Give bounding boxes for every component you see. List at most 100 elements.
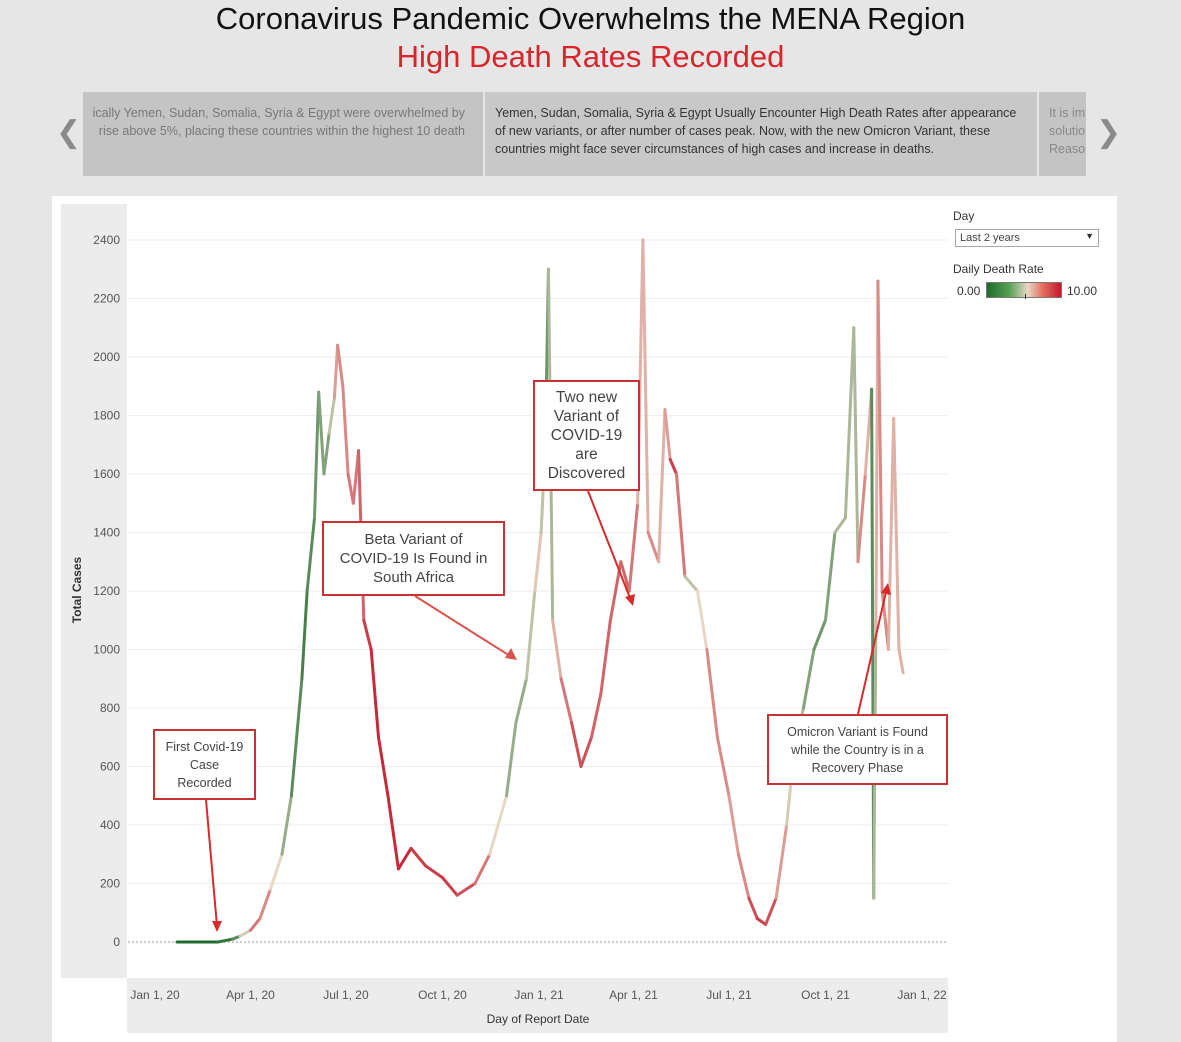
series-segment: [657, 408, 667, 564]
chevron-down-icon[interactable]: ▼: [1085, 231, 1094, 241]
annotation-arrowhead: [881, 583, 891, 595]
series-segment: [533, 531, 543, 593]
series-segment: [336, 343, 345, 388]
series-segment: [280, 794, 293, 856]
series-segment: [300, 589, 309, 681]
story-point-current-text: Yemen, Sudan, Somalia, Syria & Egypt Usu…: [495, 104, 1016, 158]
series-segment: [559, 677, 574, 725]
death-rate-min: 0.00: [957, 284, 981, 298]
series-segment: [362, 618, 373, 651]
series-segment: [317, 390, 326, 476]
series-segment: [424, 864, 444, 880]
series-segment: [504, 721, 518, 798]
series-segment: [322, 431, 331, 476]
series-segment: [514, 677, 528, 725]
x-tick-labels: Jan 1, 20 Apr 1, 20 Jul 1, 20 Oct 1, 20 Jan …: [130, 988, 947, 1002]
day-filter-label: Day: [953, 209, 975, 223]
series-segment: [599, 618, 612, 695]
x-axis-band: [127, 978, 948, 1033]
death-rate-marker: [1025, 294, 1026, 299]
story-line: rise above 5%, placing these countries w…: [98, 124, 465, 138]
series-segment: [327, 396, 336, 435]
series-segment: [341, 384, 350, 476]
story-line: It is im: [1049, 106, 1086, 120]
death-rate-color-ramp[interactable]: [986, 282, 1062, 298]
y-tick-labels: 0 200 400 600 800 1000 1200 1400 1600 1800 2000 220…: [93, 233, 120, 949]
series-segment: [774, 823, 789, 900]
story-line: solutio: [1049, 124, 1086, 138]
series-segment: [897, 648, 905, 675]
series-segment: [727, 794, 740, 856]
annotation-beta-variant: Beta Variant of COVID-19 Is Found in Sou…: [322, 521, 505, 596]
series-segment: [843, 326, 856, 520]
series-segment: [488, 794, 508, 856]
series-segment: [524, 589, 537, 681]
series-segment: [216, 937, 235, 944]
x-tick-label: Jan 1, 20: [130, 988, 180, 1002]
story-line: Reasor: [1049, 142, 1086, 156]
y-tick-label: 800: [100, 701, 120, 715]
series-segment: [369, 648, 380, 739]
x-tick-label: Apr 1, 21: [609, 988, 658, 1002]
y-tick-label: 600: [100, 760, 120, 774]
series-segment: [886, 416, 896, 651]
x-tick-label: Apr 1, 20: [226, 988, 275, 1002]
death-rate-max: 10.00: [1067, 284, 1098, 298]
series-segment: [674, 472, 687, 578]
series-segment: [852, 326, 860, 564]
story-point-next[interactable]: It is im solutio Reasor: [1039, 92, 1086, 176]
y-tick-label: 2200: [93, 292, 120, 306]
annotation-arrowhead: [625, 594, 635, 606]
annotation-omicron-variant: Omicron Variant is Found while the Count…: [767, 714, 948, 785]
x-tick-label: Jan 1, 22: [897, 988, 947, 1002]
series-segment: [755, 917, 768, 926]
annotation-arrows: [205, 490, 891, 932]
series-segment: [646, 531, 661, 564]
series-segment: [455, 882, 477, 897]
series-segment: [856, 472, 867, 564]
y-tick-label: 400: [100, 818, 120, 832]
story-prev-arrow-icon[interactable]: ❮: [56, 116, 82, 149]
series-segment: [747, 896, 759, 921]
series-segment: [570, 721, 583, 768]
y-tick-label: 0: [113, 935, 120, 949]
series-segment: [876, 279, 884, 593]
y-tick-label: 1800: [93, 409, 120, 423]
story-point-previous[interactable]: ically Yemen, Sudan, Somalia, Syria & Eg…: [83, 92, 483, 176]
series-segment: [376, 735, 390, 798]
series-segment: [312, 390, 321, 520]
annotation-arrow: [414, 595, 511, 657]
y-tick-label: 200: [100, 877, 120, 891]
annotation-arrowhead: [505, 648, 517, 660]
series-segment: [440, 876, 459, 897]
series-segment: [551, 618, 563, 681]
series-segment: [579, 735, 593, 768]
series-segment: [833, 516, 847, 534]
story-point-previous-text: ically Yemen, Sudan, Somalia, Syria & Eg…: [93, 104, 465, 140]
series-segment: [268, 852, 284, 891]
series-segment: [736, 852, 751, 900]
day-filter-select[interactable]: Last 2 years ▼: [955, 229, 1099, 247]
annotation-arrowhead: [212, 921, 222, 932]
series-segment: [705, 648, 719, 739]
story-point-current[interactable]: Yemen, Sudan, Somalia, Syria & Egypt Usu…: [485, 92, 1037, 176]
annotation-first-case: First Covid-19 Case Recorded: [153, 729, 256, 800]
series-segment: [715, 735, 731, 798]
annotation-arrow: [587, 490, 631, 599]
x-tick-label: Oct 1, 21: [801, 988, 850, 1002]
annotation-two-variants: Two new Variant of COVID-19 are Discover…: [533, 380, 640, 491]
y-tick-label: 1400: [93, 526, 120, 540]
series-segment: [812, 618, 827, 651]
series-segment: [396, 846, 413, 871]
series-segment: [386, 794, 400, 871]
series-segment: [409, 846, 428, 868]
series-segment: [473, 852, 492, 885]
story-next-arrow-icon[interactable]: ❯: [1096, 116, 1122, 149]
series-segment: [248, 917, 262, 932]
y-axis-label: Total Cases: [70, 556, 84, 623]
story-line: of new variants, or after number of case…: [495, 124, 991, 138]
y-tick-label: 1600: [93, 467, 120, 481]
series-segment: [641, 238, 650, 534]
dashboard-panel: [52, 196, 1117, 1042]
